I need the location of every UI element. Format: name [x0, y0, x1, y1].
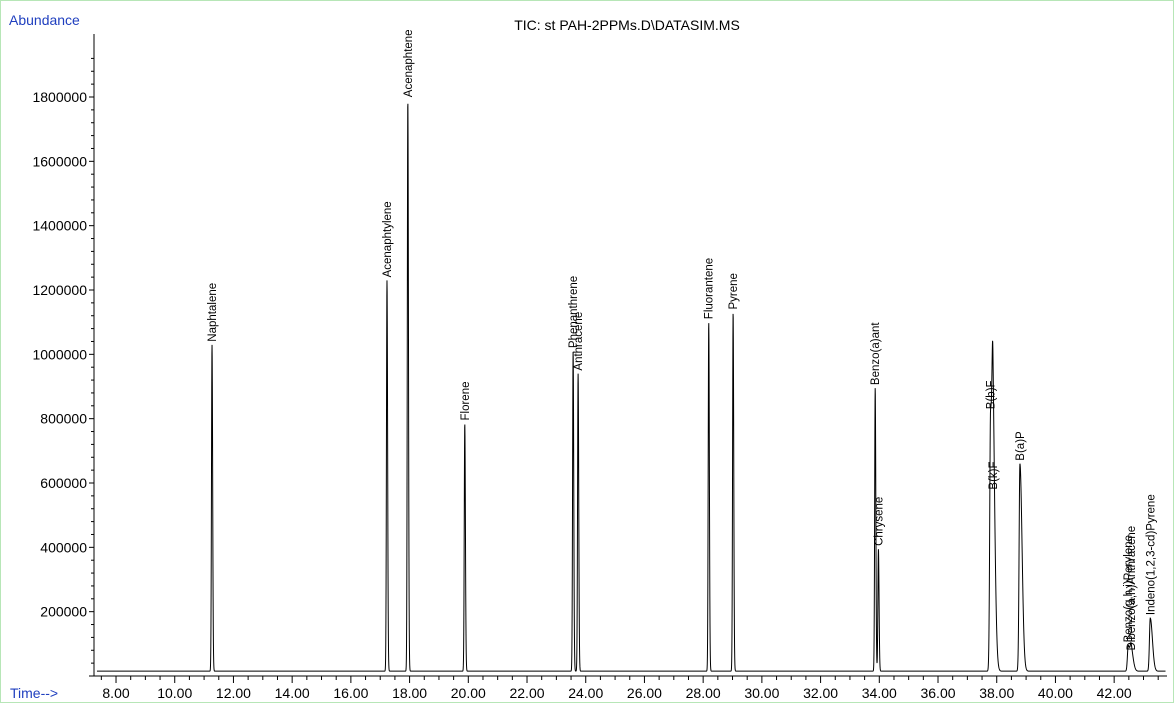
- y-tick-label: 1000000: [32, 346, 87, 362]
- x-axis-ticks: 8.00 10.00 12.00 14.00 16.00 18.00 20.00 22.00 2…: [100, 676, 1159, 701]
- y-tick-label: 1800000: [32, 89, 87, 105]
- x-tick-label: 8.00: [102, 685, 129, 701]
- peak-label: Naphtalene: [207, 283, 219, 342]
- x-tick-label: 26.00: [627, 685, 662, 701]
- x-tick-label: 24.00: [568, 685, 603, 701]
- y-axis-label: Abundance: [9, 12, 80, 28]
- x-tick-label: 22.00: [509, 685, 544, 701]
- x-tick-label: 14.00: [275, 685, 310, 701]
- x-tick-label: 20.00: [451, 685, 486, 701]
- x-tick-label: 32.00: [803, 685, 838, 701]
- peak-label: Anthracene: [573, 312, 585, 371]
- x-tick-label: 12.00: [216, 685, 251, 701]
- x-tick-label: 16.00: [333, 685, 368, 701]
- x-tick-label: 28.00: [686, 685, 721, 701]
- x-tick-label: 38.00: [979, 685, 1014, 701]
- x-tick-label: 34.00: [862, 685, 897, 701]
- peak-labels: Naphtalene Acenaphtylene Acenaphtene Floren…: [207, 29, 1157, 650]
- y-tick-label: 600000: [40, 475, 87, 491]
- x-tick-label: 42.00: [1097, 685, 1132, 701]
- peak-label: Indeno(1,2,3-cd)Pyrene: [1145, 494, 1157, 615]
- y-tick-label: 200000: [40, 604, 87, 620]
- y-axis-ticks: 200000 400000 600000 800000 1000000 1200000 14…: [32, 57, 94, 677]
- peak-label: B(a)P: [1015, 431, 1027, 461]
- peak-label: Chrysene: [873, 497, 885, 546]
- y-tick-label: 1600000: [32, 153, 87, 169]
- y-tick-label: 1200000: [32, 282, 87, 298]
- peak-label: B(k)F: [988, 461, 1000, 489]
- y-tick-label: 800000: [40, 411, 87, 427]
- peak-label: Benzo(a)ant: [870, 322, 882, 385]
- peak-label: Benzo(g,h,i)Perylene: [1123, 535, 1135, 642]
- peak-label: B(b)F: [986, 380, 998, 409]
- x-tick-label: 36.00: [920, 685, 955, 701]
- tic-trace: [96, 103, 1166, 672]
- y-tick-label: 1400000: [32, 218, 87, 234]
- chart-title: TIC: st PAH-2PPMs.D\DATASIM.MS: [514, 17, 740, 33]
- x-tick-label: 30.00: [744, 685, 779, 701]
- peak-label: Phenanthrene: [568, 276, 580, 348]
- peak-label: Fluorantene: [704, 258, 716, 319]
- x-axis-label: Time-->: [10, 685, 58, 701]
- x-tick-label: 10.00: [157, 685, 192, 701]
- x-tick-label: 40.00: [1038, 685, 1073, 701]
- peak-label: Acenaphtene: [403, 29, 415, 97]
- peak-label: Pyrene: [728, 273, 740, 309]
- tic-trace-line: [96, 103, 1166, 672]
- peak-label: Dibenzo(a,h)Anthracene: [1126, 526, 1138, 651]
- y-tick-label: 400000: [40, 539, 87, 555]
- peak-label: Florene: [460, 382, 472, 421]
- x-tick-label: 18.00: [392, 685, 427, 701]
- axes: [93, 34, 1167, 677]
- peak-label: Acenaphtylene: [382, 201, 394, 277]
